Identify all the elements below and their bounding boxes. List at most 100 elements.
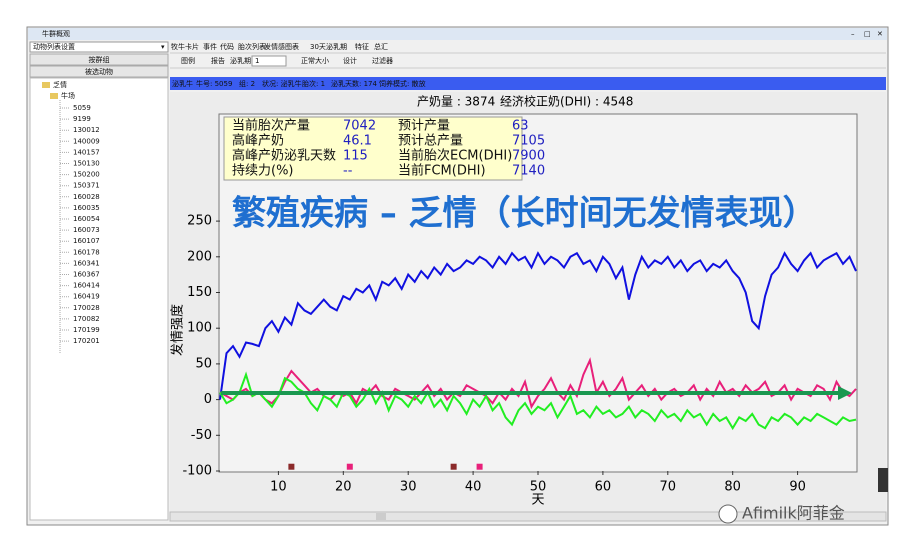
- cow-item[interactable]: 140157: [73, 148, 100, 156]
- scroll-thumb[interactable]: [376, 513, 386, 520]
- cow-item[interactable]: 170082: [73, 315, 100, 323]
- cow-item[interactable]: 170201: [73, 337, 100, 345]
- cow-item[interactable]: 160419: [73, 293, 100, 301]
- y-axis-label: 发情强度: [170, 304, 186, 356]
- event-marker: [346, 463, 353, 470]
- chart-header: 经济校正奶(DHI) : 4548: [500, 94, 633, 109]
- toolbar-item[interactable]: 泌乳期: [230, 56, 251, 65]
- y-tick-label: 50: [195, 356, 212, 371]
- window-title: 牛群概观: [42, 29, 70, 38]
- dropdown-label: 动物列表设置: [33, 42, 75, 51]
- y-tick-label: 0: [204, 392, 212, 407]
- toolbar-item[interactable]: 图例: [181, 56, 195, 65]
- cow-item[interactable]: 160414: [73, 282, 100, 290]
- cow-item[interactable]: 140009: [73, 137, 100, 145]
- info-label: 当前胎次ECM(DHI): [398, 148, 512, 164]
- cow-item[interactable]: 160107: [73, 237, 100, 245]
- info-value: 115: [343, 149, 368, 164]
- status-bar: [170, 77, 886, 90]
- x-tick-label: 60: [595, 480, 612, 495]
- cow-item[interactable]: 170199: [73, 326, 100, 334]
- arrow-head: [838, 386, 852, 400]
- x-tick-label: 70: [660, 480, 677, 495]
- x-tick-label: 80: [724, 480, 741, 495]
- toolbar-item[interactable]: 过滤器: [372, 56, 393, 65]
- menu-item[interactable]: 30天: [310, 43, 326, 51]
- x-tick-label: 20: [335, 480, 352, 495]
- title-bar: [28, 28, 887, 40]
- close[interactable]: ✕: [877, 30, 883, 38]
- info-value: 7105: [512, 134, 545, 149]
- maximize[interactable]: □: [864, 30, 871, 38]
- tree-farm[interactable]: 牛场: [61, 91, 75, 100]
- menu-item[interactable]: 事件: [203, 42, 217, 51]
- watermark-icon: [718, 504, 738, 524]
- info-label: 预计总产量: [398, 134, 463, 149]
- cow-item[interactable]: 5059: [73, 104, 91, 112]
- cow-item[interactable]: 160073: [73, 226, 100, 234]
- cow-item[interactable]: 160367: [73, 271, 100, 279]
- side-tab[interactable]: [878, 468, 888, 492]
- panel-button[interactable]: [29, 65, 169, 78]
- cow-item[interactable]: 160035: [73, 204, 100, 212]
- y-tick-label: 100: [187, 321, 212, 336]
- series-line: [219, 371, 857, 431]
- info-value: --: [343, 164, 353, 179]
- series-line: [219, 251, 857, 400]
- cow-item[interactable]: 160178: [73, 248, 100, 256]
- menu-item[interactable]: 发情感图表: [264, 42, 299, 51]
- toolbar-item[interactable]: 报告: [211, 56, 225, 65]
- x-tick-label: 10: [270, 480, 287, 495]
- status-item: 饲养模式: 散放: [379, 79, 426, 88]
- event-marker: [288, 463, 295, 470]
- toolbar-item[interactable]: 正常大小: [301, 56, 329, 65]
- chart-header: 产奶量 : 3874: [417, 95, 495, 109]
- menu-item[interactable]: 胎次列表: [238, 42, 266, 51]
- status-item: 胎次: 1: [302, 79, 325, 88]
- cow-item[interactable]: 150371: [73, 182, 100, 190]
- watermark: Afimilk阿菲金: [742, 504, 845, 523]
- cow-item[interactable]: 160341: [73, 259, 100, 267]
- y-tick-label: 200: [187, 249, 212, 264]
- event-marker: [450, 463, 457, 470]
- info-label: 当前FCM(DHI): [398, 163, 486, 179]
- cow-item[interactable]: 150130: [73, 160, 100, 168]
- cow-item[interactable]: 160028: [73, 193, 100, 201]
- menu-item[interactable]: 牧牛卡片: [171, 42, 199, 51]
- info-label: 预计产量: [398, 119, 450, 134]
- menu-item[interactable]: 泌乳期: [326, 42, 347, 51]
- menu-item[interactable]: 代码: [220, 42, 234, 51]
- cow-item[interactable]: 160054: [73, 215, 100, 223]
- cow-item[interactable]: 170028: [73, 304, 100, 312]
- menu-item[interactable]: 特征: [355, 42, 369, 51]
- x-tick-label: 50: [530, 480, 547, 495]
- cow-item[interactable]: 150200: [73, 171, 100, 179]
- tree-root[interactable]: 乏情: [53, 80, 67, 89]
- panel-button[interactable]: [29, 53, 169, 66]
- chart-title: 繁殖疾病 – 乏情（长时间无发情表现）: [232, 194, 817, 234]
- cow-item[interactable]: 130012: [73, 126, 100, 134]
- toolbar-select[interactable]: [251, 55, 287, 67]
- info-value: 7900: [512, 149, 545, 164]
- dropdown-arrow: ▾: [161, 43, 165, 51]
- y-tick-label: 150: [187, 285, 212, 300]
- scrollbar[interactable]: [169, 511, 887, 522]
- window-controls[interactable]: – □ ✕: [851, 30, 883, 38]
- menu-item[interactable]: 总汇: [374, 42, 388, 51]
- toolbar-item[interactable]: 1: [255, 57, 259, 65]
- info-value: 7042: [343, 119, 376, 134]
- panel-button-label[interactable]: 按群组: [89, 55, 110, 64]
- y-tick-label: -50: [191, 428, 212, 443]
- info-value: 46.1: [343, 134, 372, 149]
- minimize[interactable]: –: [851, 30, 855, 38]
- info-label: 高峰产奶: [232, 133, 284, 149]
- panel-button-label[interactable]: 被选动物: [85, 67, 113, 76]
- toolbar-item[interactable]: 设计: [343, 56, 357, 65]
- info-label: 当前胎次产量: [232, 118, 310, 134]
- cow-item[interactable]: 9199: [73, 115, 91, 123]
- dropdown[interactable]: [29, 41, 169, 53]
- tree-view: [29, 77, 169, 521]
- event-marker: [476, 463, 483, 470]
- status-item: 泌乳牛: [172, 79, 193, 88]
